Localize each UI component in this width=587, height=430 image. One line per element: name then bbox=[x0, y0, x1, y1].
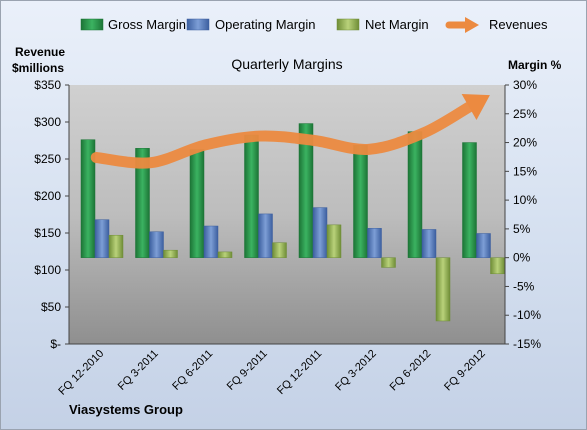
left-tick-label: $50 bbox=[41, 300, 61, 314]
bar-gross-margin-6 bbox=[353, 145, 368, 258]
revenues-point-2 bbox=[150, 162, 152, 164]
bar-operating-margin-2 bbox=[149, 231, 164, 258]
left-tick-label: $100 bbox=[34, 263, 61, 277]
company-name: Viasystems Group bbox=[69, 402, 183, 417]
legend-item-operating-margin: Operating Margin bbox=[186, 17, 315, 32]
legend-label-gross-margin: Gross Margin bbox=[108, 17, 186, 32]
right-axis-title: Margin % bbox=[508, 58, 562, 72]
left-axis-title-line1: Revenue bbox=[15, 45, 65, 59]
revenue-line-layer bbox=[90, 93, 490, 169]
revenues-point-3 bbox=[204, 144, 206, 146]
bar-net-margin-7 bbox=[435, 257, 451, 322]
revenues-point-6 bbox=[368, 148, 370, 150]
revenues-point-4 bbox=[259, 135, 261, 137]
chart-title: Quarterly Margins bbox=[231, 56, 342, 72]
bar-operating-margin-1 bbox=[94, 219, 110, 258]
bar-net-margin-6 bbox=[381, 257, 396, 268]
legend-label-revenues: Revenues bbox=[489, 17, 548, 32]
right-tick-label: 15% bbox=[513, 164, 537, 178]
right-tick-label: 0% bbox=[513, 251, 531, 265]
category-label: FQ 3-2012 bbox=[333, 348, 379, 394]
revenues-point-1 bbox=[95, 157, 97, 159]
right-tick-label: -10% bbox=[513, 308, 541, 322]
left-axis-title-line2: $millions bbox=[12, 61, 64, 75]
legend: Gross Margin Operating Margin Net Margin… bbox=[80, 17, 548, 33]
bar-net-margin-8 bbox=[490, 257, 505, 275]
bar-net-margin-5 bbox=[326, 224, 342, 258]
category-label: FQ 12-2010 bbox=[56, 348, 106, 398]
revenues-point-8 bbox=[477, 101, 479, 103]
bar-gross-margin-4 bbox=[244, 134, 259, 258]
bar-operating-margin-7 bbox=[421, 229, 437, 258]
category-label: FQ 6-2011 bbox=[170, 348, 215, 393]
left-axis: $350 $300 $250 $200 $150 $100 $50 $- bbox=[34, 78, 70, 351]
revenues-point-5 bbox=[313, 140, 315, 142]
right-axis: 30% 25% 20% 15% 10% 5% 0% -5% -10% -15% bbox=[504, 78, 541, 351]
bar-net-margin-1 bbox=[108, 234, 124, 258]
legend-item-net-margin: Net Margin bbox=[336, 17, 429, 32]
left-tick-label: $350 bbox=[34, 78, 61, 92]
legend-item-revenues: Revenues bbox=[445, 17, 548, 33]
right-tick-label: 10% bbox=[513, 193, 537, 207]
right-tick-label: -15% bbox=[513, 337, 541, 351]
category-label: FQ 12-2011 bbox=[275, 348, 324, 397]
legend-label-net-margin: Net Margin bbox=[365, 17, 429, 32]
left-tick-label: $300 bbox=[34, 115, 61, 129]
left-tick-label: $250 bbox=[34, 152, 61, 166]
bar-gross-margin-1 bbox=[80, 139, 96, 258]
revenues-point-7 bbox=[422, 132, 424, 134]
right-tick-label: 5% bbox=[513, 222, 531, 236]
category-label: FQ 6-2012 bbox=[388, 348, 434, 394]
category-axis: FQ 12-2010 FQ 3-2011 FQ 6-2011 FQ 9-2011 FQ … bbox=[56, 343, 505, 398]
right-tick-label: 20% bbox=[513, 136, 537, 150]
right-tick-label: -5% bbox=[513, 279, 535, 293]
bar-net-margin-4 bbox=[272, 242, 287, 258]
bar-net-margin-2 bbox=[163, 249, 178, 258]
bar-operating-margin-5 bbox=[312, 207, 328, 258]
right-tick-label: 25% bbox=[513, 107, 537, 121]
revenues-arrowhead bbox=[461, 93, 490, 121]
bar-gross-margin-3 bbox=[189, 149, 205, 258]
bar-operating-margin-8 bbox=[476, 233, 491, 258]
legend-label-operating-margin: Operating Margin bbox=[215, 17, 315, 32]
right-tick-label: 30% bbox=[513, 78, 537, 92]
left-tick-label: $150 bbox=[34, 226, 61, 240]
category-label: FQ 9-2011 bbox=[225, 348, 270, 393]
bar-operating-margin-3 bbox=[203, 225, 219, 258]
bar-gross-margin-5 bbox=[298, 123, 314, 258]
bar-gross-margin-7 bbox=[407, 131, 423, 258]
bar-gross-margin-8 bbox=[462, 142, 477, 258]
bar-net-margin-3 bbox=[217, 251, 233, 258]
bar-gross-margin-2 bbox=[135, 148, 150, 258]
category-label: FQ 9-2012 bbox=[442, 348, 488, 394]
category-label: FQ 3-2011 bbox=[116, 348, 161, 393]
left-tick-label: $200 bbox=[34, 189, 61, 203]
bar-operating-margin-4 bbox=[258, 213, 273, 258]
bar-layer bbox=[80, 123, 505, 322]
legend-item-gross-margin: Gross Margin bbox=[80, 17, 186, 32]
revenues-line bbox=[90, 101, 475, 169]
bar-operating-margin-6 bbox=[367, 228, 382, 258]
left-tick-label: $- bbox=[50, 337, 61, 351]
